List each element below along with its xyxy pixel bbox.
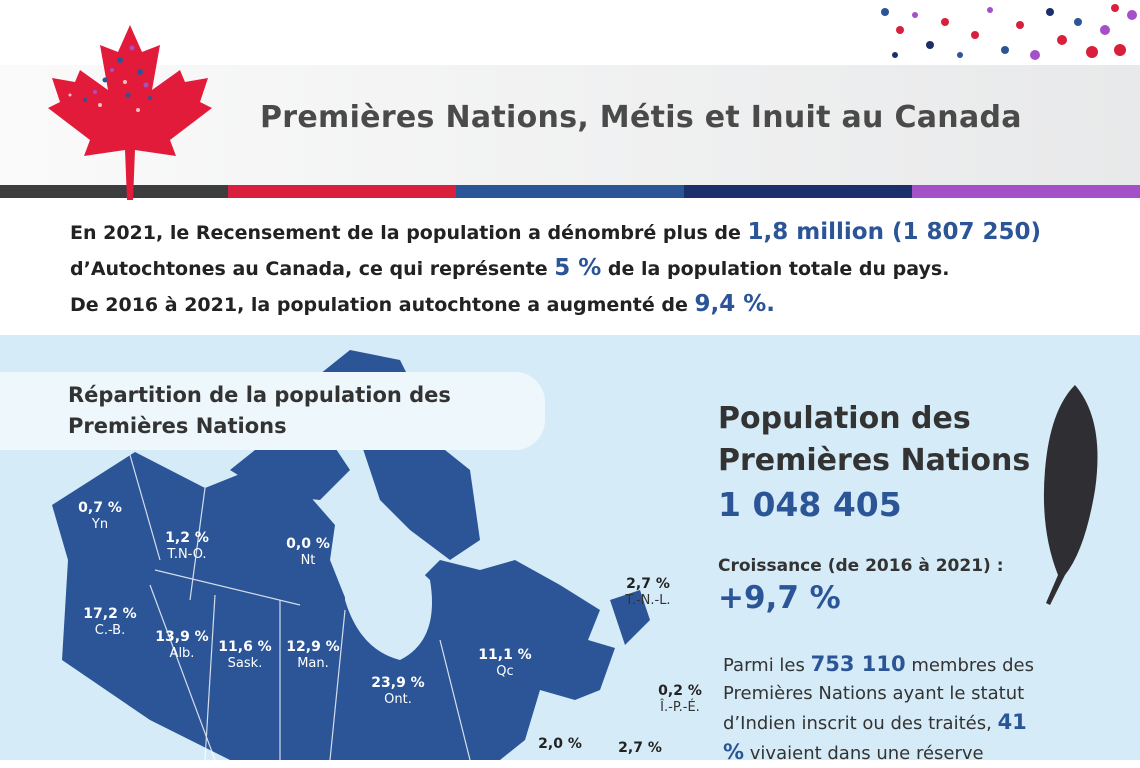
region-value: 11,6 % xyxy=(218,639,271,655)
region-label: Alb. xyxy=(170,646,195,661)
region-label: Yn xyxy=(91,517,108,532)
region-label: Î.-P.-É. xyxy=(659,699,700,715)
highlight: 753 110 xyxy=(810,652,906,676)
region-label: Qc xyxy=(496,664,513,679)
highlight: 1,8 million (1 807 250) xyxy=(747,219,1042,245)
color-stripe xyxy=(0,185,1140,198)
region-value: 0,2 % xyxy=(658,683,702,699)
region-label: Nt xyxy=(301,553,316,568)
note: Parmi les 753 110 membres des Premières … xyxy=(723,650,1053,768)
region-value: 23,9 % xyxy=(371,675,424,691)
region-label: C.-B. xyxy=(95,623,126,638)
region-value: 12,9 % xyxy=(286,639,339,655)
region-value: 0,7 % xyxy=(78,500,122,516)
region-value: 1,2 % xyxy=(165,530,209,546)
region-label: Ont. xyxy=(384,692,412,707)
region-value: 13,9 % xyxy=(155,629,208,645)
growth-label: Croissance (de 2016 à 2021) : xyxy=(718,556,1004,576)
text: En 2021, le Recensement de la population… xyxy=(70,222,741,244)
intro-line: De 2016 à 2021, la population autochtone… xyxy=(70,287,1041,323)
intro-line: En 2021, le Recensement de la population… xyxy=(70,215,1041,251)
map-title: Répartition de la population des Premièr… xyxy=(68,383,451,438)
region-value: 0,0 % xyxy=(286,536,330,552)
map-title-box: Répartition de la population des Premièr… xyxy=(0,372,545,450)
region-label: Sask. xyxy=(228,656,263,671)
region-value: 2,0 % xyxy=(538,736,582,752)
growth: +9,7 % xyxy=(718,580,841,616)
population: 1 048 405 xyxy=(718,485,902,524)
decorative-dots xyxy=(881,4,1137,60)
text: membres des Premières Nations ayant le s… xyxy=(723,655,1034,734)
region-label: T.-N.-L. xyxy=(624,593,670,608)
highlight: 5 % xyxy=(554,255,602,281)
summary-title: Population des Premières Nations xyxy=(718,401,1031,478)
highlight: 9,4 %. xyxy=(694,291,776,317)
title: Premières Nations, Métis et Inuit au Can… xyxy=(260,100,1022,135)
highlight: 41 % xyxy=(723,710,1027,764)
text: De 2016 à 2021, la population autochtone… xyxy=(70,294,688,316)
text: vivaient dans une réserve xyxy=(749,743,984,764)
intro: En 2021, le Recensement de la population… xyxy=(70,215,1041,323)
region-value: 11,1 % xyxy=(478,647,531,663)
maple-leaf xyxy=(48,25,212,200)
text: de la population totale du pays. xyxy=(607,258,950,280)
region-value: 2,7 % xyxy=(618,740,662,756)
borders xyxy=(129,454,471,760)
hudson-bay xyxy=(345,553,432,660)
region-label: Man. xyxy=(297,656,329,671)
text: d’Autochtones au Canada, ce qui représen… xyxy=(70,258,548,280)
intro-line: d’Autochtones au Canada, ce qui représen… xyxy=(70,251,1041,287)
text: Parmi les xyxy=(723,655,805,676)
region-label: T.N-O. xyxy=(166,547,206,562)
region-value: 17,2 % xyxy=(83,606,136,622)
region-value: 2,7 % xyxy=(626,576,670,592)
feather-shape xyxy=(1043,385,1098,605)
